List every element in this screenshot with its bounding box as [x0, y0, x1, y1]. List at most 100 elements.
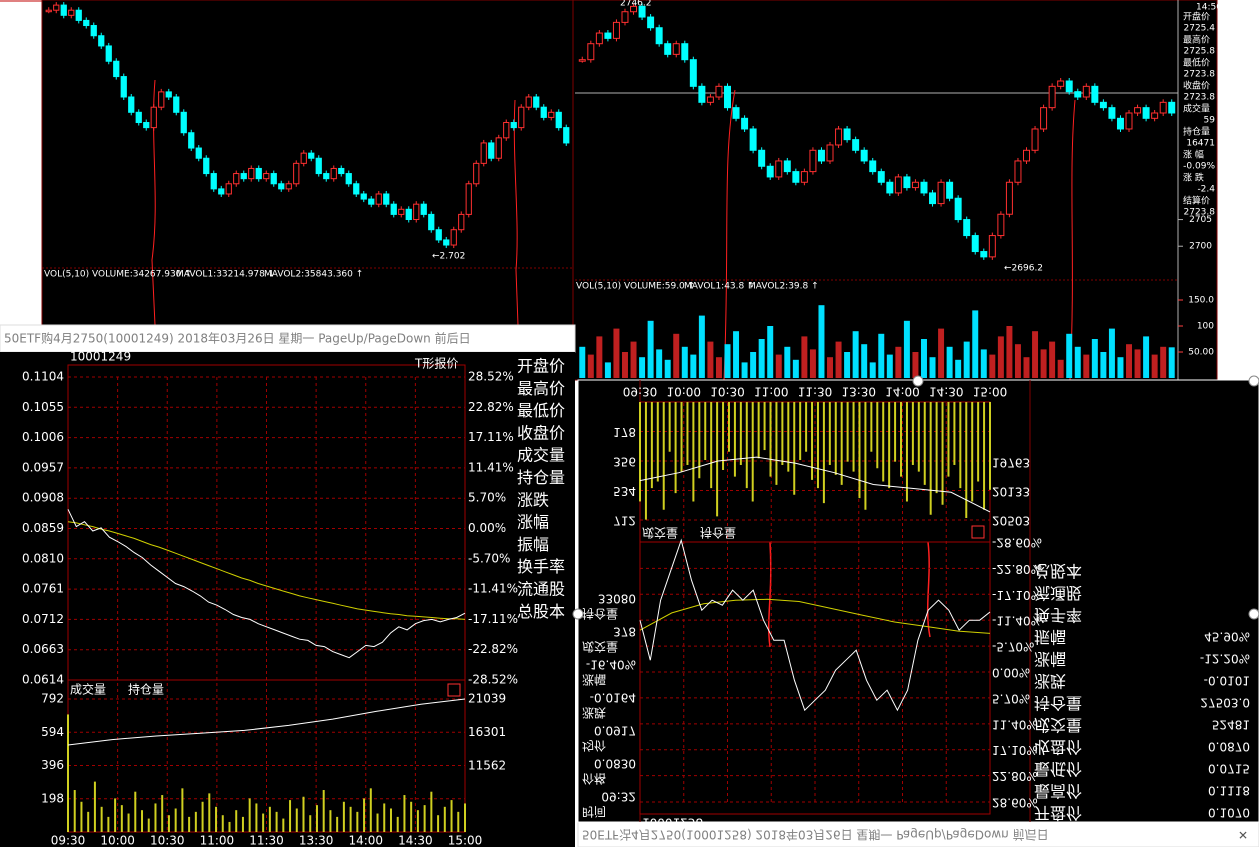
code-label: 10001258	[642, 816, 703, 830]
tick-label: -11.40%	[992, 614, 1042, 628]
time-label: 11:00	[200, 834, 235, 847]
side-label: 总股本	[517, 602, 565, 621]
mavol2-label: MAVOL2:39.8 ↑	[748, 282, 819, 292]
candle	[360, 193, 367, 200]
candle	[98, 35, 105, 47]
time-label: 14:30	[398, 834, 433, 847]
volume-bar	[1168, 347, 1175, 378]
candle	[158, 91, 165, 108]
volume-bar	[656, 349, 663, 378]
volume-bar	[989, 354, 996, 378]
candle	[540, 106, 547, 118]
candle	[766, 165, 774, 178]
candle	[323, 173, 330, 180]
candle	[330, 167, 337, 180]
pct-label: 11.41%	[468, 460, 514, 474]
info-value: -12.20%	[1200, 652, 1250, 666]
candle	[741, 117, 749, 130]
candle	[383, 193, 390, 205]
volume-bar	[869, 362, 876, 378]
marker-line	[151, 79, 156, 326]
tick-label: 5.70%	[992, 691, 1030, 705]
time-label: 09:30	[51, 834, 86, 847]
candle	[775, 160, 783, 178]
plot-frame	[67, 364, 466, 833]
candle	[488, 142, 495, 159]
candle	[270, 173, 277, 185]
resize-handle[interactable]	[572, 608, 584, 620]
candle	[248, 167, 255, 180]
volume-bar	[903, 320, 910, 378]
side-label: 开盘价	[517, 357, 565, 376]
mavol2-label: MAVOL2:35843.360 ↑	[264, 270, 363, 280]
volume-bar	[792, 359, 799, 378]
side-label: 最高价	[517, 379, 565, 398]
volume-bar	[596, 336, 603, 378]
close-button[interactable]: ✕	[1238, 829, 1248, 843]
volume-bar	[895, 346, 902, 378]
candle	[1116, 117, 1124, 130]
tick-label: 17.10%	[992, 743, 1038, 757]
volume-bar	[1100, 352, 1107, 378]
candle	[894, 176, 902, 194]
tick-label: -22.80%	[992, 562, 1042, 576]
detail-value: -16.40%	[586, 658, 636, 672]
marker-line	[926, 541, 931, 638]
candle	[420, 203, 427, 215]
quote-button[interactable]: T形报价	[414, 356, 458, 371]
candle	[233, 173, 240, 185]
detail-label: 涨幅	[582, 673, 606, 688]
candle	[587, 43, 595, 61]
tick-label: 0.0908	[22, 491, 64, 505]
tick-label: 22.80%	[992, 769, 1038, 783]
top-right-chart: 2705 2700 150.0 100 50.00 开盘价2725.4最高价2725.8最…	[578, 3, 1216, 378]
candle	[1074, 91, 1082, 98]
detail-label: 价格	[582, 772, 606, 787]
tick-label: 0.0761	[22, 582, 64, 596]
volume-bar	[1032, 331, 1039, 378]
volume-tick: 792	[41, 692, 64, 706]
volume-bar	[1057, 359, 1064, 378]
side-value: 2725.8	[1184, 47, 1216, 57]
candle	[911, 181, 919, 189]
side-label: 持仓量	[1183, 126, 1210, 138]
volume-bar	[852, 331, 859, 378]
side-label: 涨跌	[517, 490, 549, 509]
side-label: 流通股	[517, 580, 565, 599]
average-line	[639, 598, 991, 634]
resize-handle[interactable]	[912, 375, 924, 387]
candle	[1168, 101, 1176, 114]
candle	[997, 213, 1005, 237]
volume-bar	[579, 346, 586, 378]
info-value: 0.0870	[1208, 740, 1250, 754]
candle	[450, 229, 457, 246]
oi-tick: 20503	[992, 514, 1030, 528]
resize-handle[interactable]	[1248, 375, 1259, 387]
resize-handle[interactable]	[1248, 608, 1259, 620]
candle	[1005, 181, 1013, 215]
info-value: 45.90%	[1204, 630, 1250, 644]
candle	[255, 167, 262, 180]
volume-bar	[1091, 339, 1098, 378]
volume-bar	[1006, 326, 1013, 378]
info-value: 0.0715	[1208, 762, 1250, 776]
time-label: 13:30	[841, 385, 876, 399]
candle	[809, 149, 817, 173]
time-label: 11:30	[798, 385, 833, 399]
tick-label: 0.0712	[22, 612, 64, 626]
candle	[672, 43, 680, 55]
candle	[510, 122, 517, 129]
detail-label: 均价	[582, 739, 606, 753]
candle	[758, 149, 766, 167]
candle	[852, 139, 860, 151]
pct-label: 0.00%	[468, 521, 506, 535]
candle	[398, 208, 405, 215]
info-value: 0.1070	[1208, 806, 1250, 820]
bottom-left-chart: 0.1104 28.52% 0.1055 22.82% 0.1006 17.11% 0.09…	[22, 350, 565, 847]
side-value: -0.09%	[1183, 162, 1215, 172]
legend-volume: 成交量	[70, 682, 106, 697]
pct-label: 22.82%	[468, 400, 514, 414]
info-label: 收盘价	[1034, 738, 1082, 757]
time-label: 11:30	[249, 834, 284, 847]
y-tick-label: 2700	[1189, 242, 1212, 252]
